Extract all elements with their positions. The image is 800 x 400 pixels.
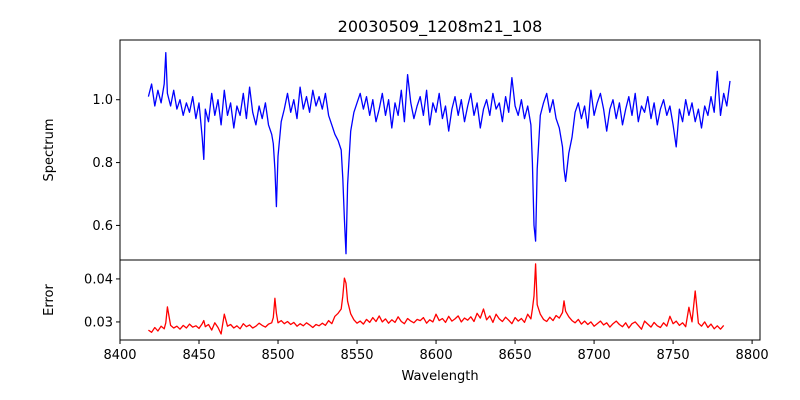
x-tick-label: 8650: [499, 348, 532, 363]
x-tick-label: 8800: [736, 348, 769, 363]
x-tick-label: 8600: [420, 348, 453, 363]
spectrum-y-tick-label: 0.8: [92, 156, 113, 171]
x-tick-label: 8550: [340, 348, 373, 363]
x-tick-label: 8500: [261, 348, 294, 363]
x-axis-label: Wavelength: [401, 369, 478, 384]
error-series-line: [148, 263, 725, 335]
spectrum-series-line: [147, 51, 731, 255]
spectrum-y-axis-label: Spectrum: [42, 119, 57, 182]
error-y-tick-label: 0.03: [84, 315, 113, 330]
error-y-tick-label: 0.04: [84, 272, 113, 287]
error-panel: 0.03 0.04 8400 8450 8500 8550 8600 8650 8700 8750…: [84, 259, 769, 363]
x-tick-label: 8700: [578, 348, 611, 363]
spectrum-y-tick-label: 1.0: [92, 93, 113, 108]
spectrum-y-tick-label: 0.6: [92, 219, 113, 234]
error-y-axis-label: Error: [42, 284, 57, 316]
x-tick-label: 8750: [657, 348, 690, 363]
x-tick-label: 8450: [182, 348, 215, 363]
error-axes-frame: [119, 259, 761, 341]
x-tick-label: 8400: [103, 348, 136, 363]
chart-title: 20030509_1208m21_108: [338, 17, 543, 37]
